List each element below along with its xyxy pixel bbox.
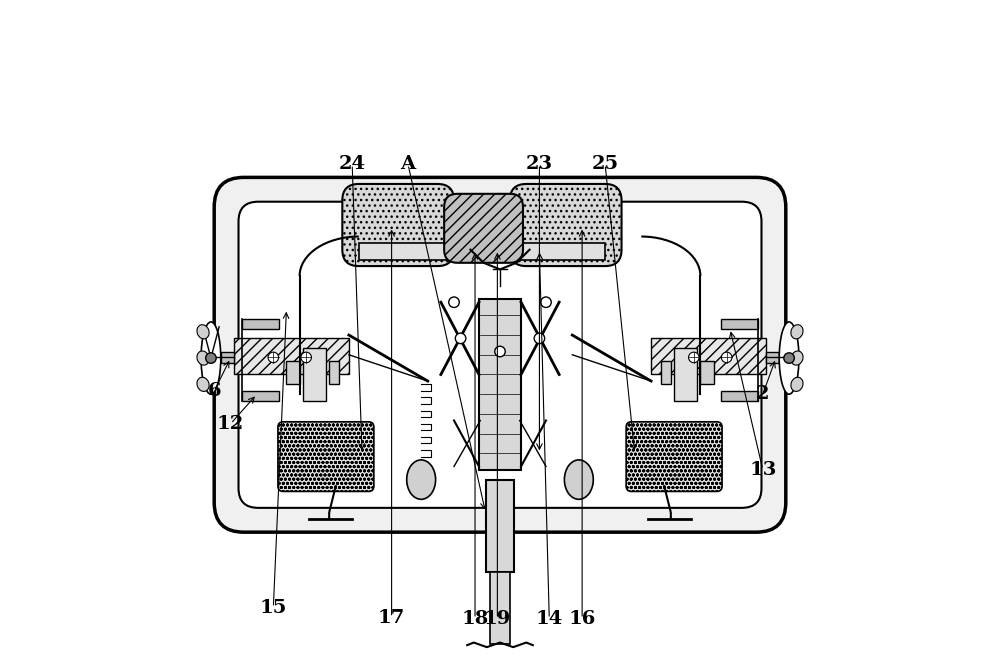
Bar	[721, 391, 758, 401]
Bar	[674, 348, 697, 401]
Bar	[329, 361, 339, 384]
FancyBboxPatch shape	[214, 177, 786, 532]
Text: A: A	[400, 155, 416, 173]
Bar	[221, 352, 234, 363]
Text: 25: 25	[592, 155, 619, 173]
Bar	[661, 361, 671, 384]
Text: 19: 19	[484, 610, 511, 628]
FancyBboxPatch shape	[651, 338, 766, 374]
Ellipse shape	[407, 460, 436, 499]
Ellipse shape	[791, 351, 803, 365]
FancyBboxPatch shape	[278, 422, 374, 491]
Ellipse shape	[689, 352, 699, 363]
Circle shape	[455, 333, 466, 344]
FancyBboxPatch shape	[510, 184, 622, 266]
Text: 15: 15	[260, 599, 287, 617]
Ellipse shape	[721, 352, 732, 363]
Bar	[479, 299, 521, 470]
Ellipse shape	[779, 322, 799, 394]
Ellipse shape	[564, 460, 593, 499]
Text: 24: 24	[339, 155, 366, 173]
Ellipse shape	[784, 353, 794, 363]
Circle shape	[541, 297, 551, 307]
Text: 14: 14	[536, 610, 563, 628]
Bar	[359, 243, 605, 260]
Ellipse shape	[301, 352, 311, 363]
Circle shape	[534, 333, 545, 344]
Bar	[490, 572, 510, 644]
Ellipse shape	[791, 377, 803, 392]
FancyBboxPatch shape	[234, 338, 349, 374]
Text: 2: 2	[756, 385, 770, 403]
Ellipse shape	[206, 353, 216, 363]
Circle shape	[449, 297, 459, 307]
Ellipse shape	[268, 352, 279, 363]
Bar	[242, 319, 279, 328]
Text: 18: 18	[461, 610, 489, 628]
Text: 13: 13	[749, 461, 776, 479]
FancyBboxPatch shape	[444, 194, 523, 263]
FancyBboxPatch shape	[239, 202, 761, 508]
Circle shape	[495, 346, 505, 357]
Text: 6: 6	[207, 382, 221, 400]
Text: 16: 16	[568, 610, 596, 628]
Bar	[242, 391, 279, 401]
Ellipse shape	[201, 322, 221, 394]
Text: 12: 12	[217, 415, 244, 433]
Bar	[286, 361, 300, 384]
Bar	[486, 480, 514, 572]
Bar	[721, 319, 758, 328]
Ellipse shape	[197, 325, 209, 339]
Bar	[700, 361, 714, 384]
Ellipse shape	[197, 351, 209, 365]
Text: 23: 23	[526, 155, 553, 173]
FancyBboxPatch shape	[342, 184, 454, 266]
Bar	[766, 352, 779, 363]
Ellipse shape	[197, 377, 209, 392]
Ellipse shape	[791, 325, 803, 339]
Text: 17: 17	[378, 608, 405, 627]
Bar	[303, 348, 326, 401]
FancyBboxPatch shape	[626, 422, 722, 491]
